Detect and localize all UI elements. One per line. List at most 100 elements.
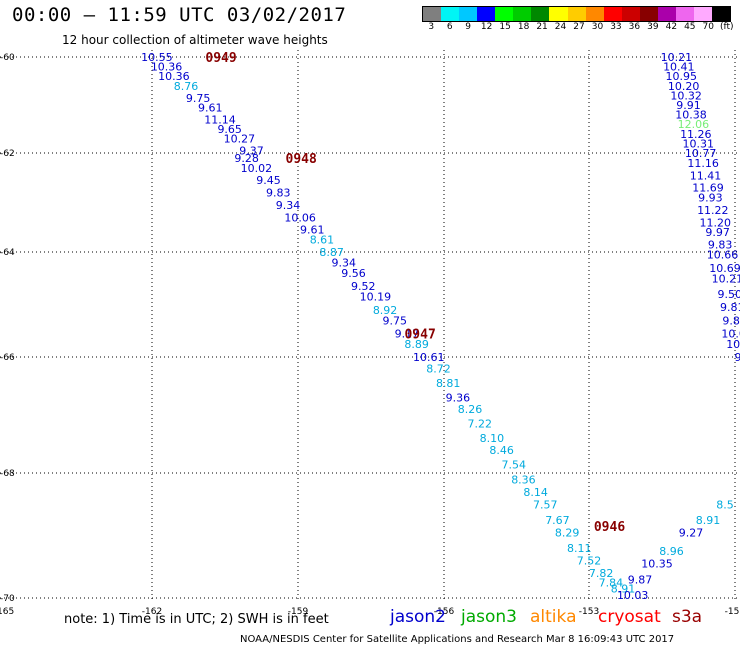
wave-height-value: 8.10: [480, 432, 505, 445]
color-scale-label: 33: [610, 22, 622, 32]
wave-height-value: 10.20: [668, 80, 700, 93]
color-swatch: [531, 7, 550, 21]
color-swatch: [477, 7, 496, 21]
wave-height-value: 9.87: [628, 573, 653, 586]
wave-height-value: 9.34: [332, 257, 357, 270]
wave-height-value: 8.46: [489, 444, 514, 457]
color-scale-label: 15: [499, 22, 511, 32]
y-tick-label: -66: [0, 353, 15, 363]
wave-height-value: 9.27: [679, 526, 704, 539]
color-swatch: [657, 7, 676, 21]
color-scale-label: (ft): [719, 22, 734, 32]
wave-height-value: 9.61: [198, 101, 223, 114]
wave-height-value: 7.22: [468, 418, 493, 431]
color-swatch: [441, 7, 460, 21]
wave-height-value: 9.75: [186, 92, 211, 105]
wave-height-value: 10.80: [726, 338, 740, 351]
wave-height-value: 9.45: [256, 174, 281, 187]
color-swatch: [693, 7, 712, 21]
y-tick-label: -60: [0, 53, 15, 63]
wave-height-value: 9.65: [217, 123, 242, 136]
x-tick-label: -159: [288, 607, 309, 617]
wave-height-value: 8.91: [696, 514, 721, 527]
wave-height-value: 7.57: [533, 498, 558, 511]
wave-height-value: 8.92: [373, 304, 398, 317]
wave-height-value: 8.72: [426, 363, 451, 376]
wave-height-value: 11.69: [692, 182, 724, 195]
color-scale-label: 42: [665, 22, 678, 32]
pass-time-label: 0947: [404, 327, 435, 342]
color-scale-label: 3: [428, 22, 435, 32]
wave-height-value: 10.55: [141, 51, 173, 64]
wave-height-value: 11.20: [699, 216, 731, 229]
color-scale-label: 30: [591, 22, 604, 32]
wave-height-value: 9.75: [383, 314, 408, 327]
color-swatch: [621, 7, 640, 21]
color-scale-label: 9: [465, 22, 472, 32]
wave-height-value: 11.26: [680, 128, 712, 141]
wave-height-value: 7.67: [545, 514, 570, 527]
color-scale-label: 24: [554, 22, 567, 32]
wave-height-value: 10.36: [151, 61, 183, 74]
wave-height-value: 10.31: [683, 137, 715, 150]
wave-height-value: 8.76: [174, 80, 199, 93]
wave-height-value: 7.84: [599, 576, 624, 589]
wave-height-value: 10.77: [685, 147, 717, 160]
pass-time-label: 0948: [286, 152, 317, 167]
y-tick-label: -68: [0, 469, 15, 479]
color-swatch: [513, 7, 532, 21]
pass-time-label: 0946: [594, 520, 625, 535]
legend-entry-cryosat: cryosat: [598, 607, 661, 627]
color-scale-label: 70: [702, 22, 714, 32]
wave-height-value: 9.61: [300, 224, 325, 237]
wave-height-value: 8.14: [523, 486, 548, 499]
wave-height-value: 10.21: [712, 272, 740, 285]
wave-height-value: 7.52: [577, 555, 602, 568]
color-scale-label: 18: [517, 22, 530, 32]
color-swatch: [495, 7, 514, 21]
wave-height-value: 10.66: [707, 249, 739, 262]
wave-height-value: 9.91: [676, 99, 701, 112]
wave-height-value: 9.93: [698, 192, 723, 205]
wave-height-value: 11.41: [690, 169, 722, 182]
wave-height-value: 9.28: [234, 152, 259, 165]
color-swatch: [712, 7, 731, 21]
legend-entry-jason2: jason2: [390, 607, 446, 627]
wave-height-value: 10.38: [675, 109, 707, 122]
wave-height-value: 9.52: [351, 280, 376, 293]
x-tick-label: -165: [0, 607, 14, 617]
wave-height-value: 9.83: [266, 187, 291, 200]
wave-height-value: 7.82: [589, 567, 614, 580]
wave-height-value: 9.50: [718, 288, 740, 301]
wave-height-value: 10.19: [360, 291, 392, 304]
wave-height-value: 8.11: [567, 542, 592, 555]
wave-height-value: 8.96: [659, 545, 684, 558]
color-swatch: [549, 7, 568, 21]
wave-height-value: 8.87: [319, 246, 344, 259]
wave-height-value: 9.17: [395, 327, 420, 340]
wave-height-value: 10.32: [670, 89, 702, 102]
wave-height-value: 10.36: [158, 70, 190, 83]
wave-height-value: 11.14: [204, 113, 236, 126]
wave-height-value: 8.36: [511, 473, 536, 486]
wave-height-value: 10.27: [224, 133, 256, 146]
pass-time-label: 0949: [205, 51, 236, 66]
color-swatch: [423, 7, 442, 21]
color-scale-labels: 3 6 9 12 15 18 21 24 27 30 33 36 39 42 45 70 (ft): [422, 22, 736, 34]
wave-height-value: 10.06: [284, 211, 316, 224]
color-scale-bar: [422, 6, 731, 22]
wave-height-value: 9.89: [722, 314, 740, 327]
x-tick-label: -15: [725, 607, 740, 617]
footer-credit: NOAA/NESDIS Center for Satellite Applica…: [240, 634, 675, 645]
color-scale-label: 45: [684, 22, 696, 32]
color-scale-label: 39: [647, 22, 659, 32]
wave-height-value: 8.91: [611, 583, 636, 596]
wave-height-value: 8.29: [555, 526, 580, 539]
y-tick-label: -62: [0, 149, 15, 159]
legend-entry-jason3: jason3: [461, 607, 517, 627]
wave-height-value: 10.03: [617, 589, 649, 602]
color-swatch: [639, 7, 658, 21]
wave-height-value: 9.97: [705, 226, 730, 239]
wave-height-value: 9.81: [735, 351, 740, 364]
map-title: 00:00 – 11:59 UTC 03/02/2017: [12, 4, 347, 26]
